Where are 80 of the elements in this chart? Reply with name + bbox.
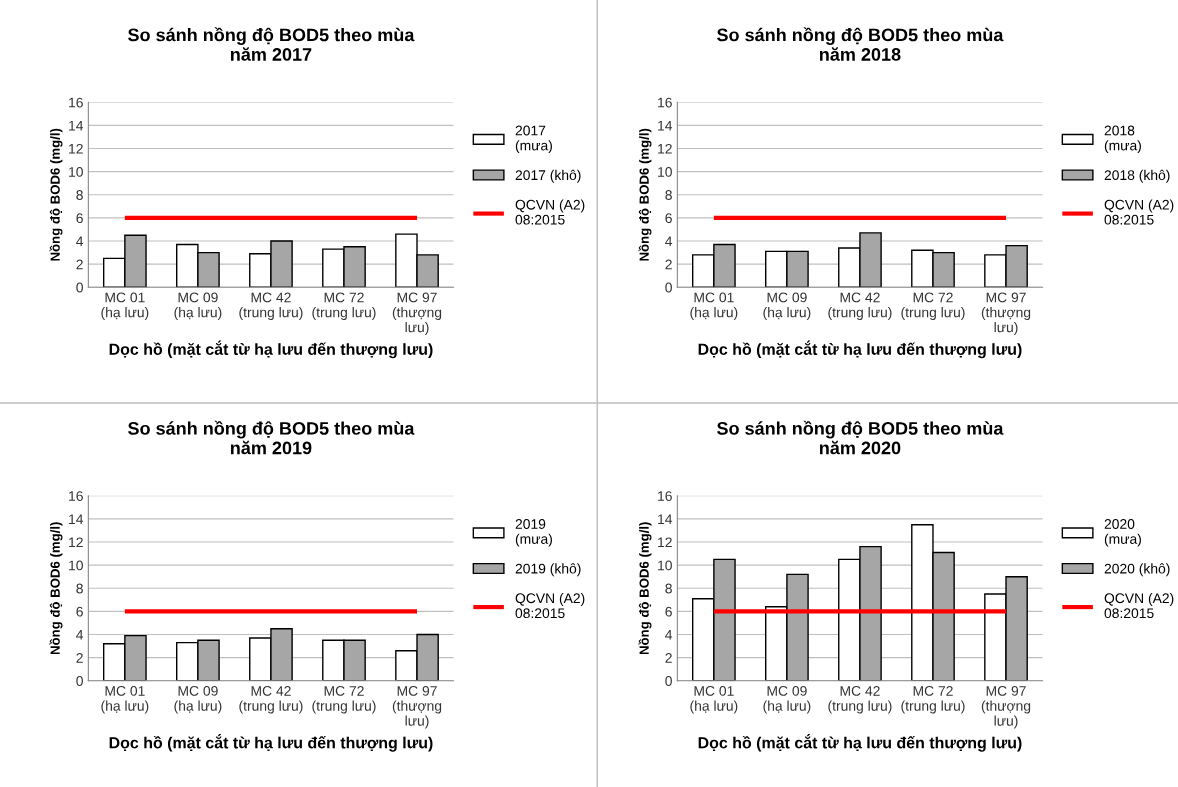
chart-title: So sánh nồng độ BOD5 theo mùa năm 2017 <box>128 27 415 61</box>
y-tick-label: 8 <box>665 190 672 200</box>
legend-label: QCVN (A2) 08:2015 <box>1104 592 1174 619</box>
y-tick-label: 6 <box>665 606 672 617</box>
legend-label: 2020 (mưa) <box>1104 519 1141 547</box>
x-tick-label: MC 09 (hạ lưu) <box>763 292 811 321</box>
y-axis-title: Nồng độ BOD6 (mg/l) <box>638 522 652 655</box>
x-tick-label: MC 01 (hạ lưu) <box>101 292 149 321</box>
y-tick-label: 12 <box>69 537 83 548</box>
y-tick-label: 4 <box>665 630 673 640</box>
y-tick-label: 8 <box>76 583 83 594</box>
chart-title: So sánh nồng độ BOD5 theo mùa năm 2019 <box>128 420 415 455</box>
y-tick-label: 14 <box>69 120 84 131</box>
x-tick-label: MC 72 (trung lưu) <box>312 685 376 714</box>
y-tick-label: 12 <box>69 143 83 154</box>
y-axis-title: Nồng độ BOD6 (mg/l) <box>638 128 652 261</box>
x-tick-label: MC 09 (hạ lưu) <box>174 685 222 714</box>
y-tick-label: 14 <box>658 120 673 131</box>
x-tick-label: MC 09 (hạ lưu) <box>763 685 811 714</box>
y-tick-label: 2 <box>76 259 83 270</box>
y-tick-label: 4 <box>76 236 84 247</box>
x-axis-title: Dọc hồ (mặt cắt từ hạ lưu đến thượng lưu) <box>698 734 1022 752</box>
x-tick-label: MC 01 (hạ lưu) <box>690 292 738 321</box>
y-axis-title: Nồng độ BOD6 (mg/l) <box>49 128 63 261</box>
y-tick-label: 8 <box>665 583 672 594</box>
x-tick-label: MC 97 (thượng lưu) <box>392 685 442 729</box>
y-tick-label: 4 <box>76 630 84 640</box>
x-axis-title: Dọc hồ (mặt cắt từ hạ lưu đến thượng lưu) <box>109 734 433 752</box>
legend-label: 2017 (khô) <box>515 169 581 183</box>
y-axis-title: Nồng độ BOD6 (mg/l) <box>49 522 63 655</box>
legend-label: 2017 (mưa) <box>515 125 552 154</box>
y-tick-label: 2 <box>665 652 672 663</box>
legend-label: 2019 (mưa) <box>515 519 552 547</box>
x-tick-label: MC 01 (hạ lưu) <box>690 685 738 714</box>
legend-label: QCVN (A2) 08:2015 <box>515 199 585 225</box>
legend-label: 2019 (khô) <box>515 563 581 577</box>
x-tick-label: MC 42 (trung lưu) <box>239 292 303 321</box>
y-tick-label: 14 <box>658 514 673 524</box>
y-tick-label: 10 <box>69 560 83 571</box>
legend-label: 2020 (khô) <box>1104 563 1170 577</box>
y-tick-label: 2 <box>665 259 672 270</box>
y-tick-label: 6 <box>665 213 672 224</box>
chart-title: So sánh nồng độ BOD5 theo mùa năm 2020 <box>717 420 1004 455</box>
y-tick-label: 16 <box>69 97 83 108</box>
x-tick-label: MC 97 (thượng lưu) <box>981 292 1031 335</box>
legend-label: QCVN (A2) 08:2015 <box>515 592 585 619</box>
y-tick-label: 12 <box>658 537 672 548</box>
x-tick-label: MC 72 (trung lưu) <box>901 292 965 321</box>
y-tick-label: 0 <box>76 676 83 686</box>
x-axis-title: Dọc hồ (mặt cắt từ hạ lưu đến thượng lưu) <box>109 340 433 359</box>
x-axis-title: Dọc hồ (mặt cắt từ hạ lưu đến thượng lưu) <box>698 340 1022 359</box>
y-tick-label: 12 <box>658 143 672 154</box>
y-tick-label: 14 <box>69 514 84 524</box>
y-tick-label: 10 <box>658 167 672 177</box>
y-tick-label: 6 <box>76 606 83 617</box>
y-tick-label: 16 <box>69 491 83 501</box>
x-tick-label: MC 42 (trung lưu) <box>239 685 303 714</box>
y-tick-label: 10 <box>69 167 83 177</box>
legend-label: QCVN (A2) 08:2015 <box>1104 199 1174 225</box>
chart-title: So sánh nồng độ BOD5 theo mùa năm 2018 <box>717 27 1004 61</box>
x-tick-label: MC 72 (trung lưu) <box>312 292 376 321</box>
legend-label: 2018 (khô) <box>1104 169 1170 183</box>
x-tick-label: MC 42 (trung lưu) <box>828 292 892 321</box>
y-tick-label: 0 <box>665 282 672 293</box>
legend-label: 2018 (mưa) <box>1104 125 1141 154</box>
y-tick-label: 0 <box>665 676 672 686</box>
y-tick-label: 6 <box>76 213 83 224</box>
x-tick-label: MC 42 (trung lưu) <box>828 685 892 714</box>
x-tick-label: MC 97 (thượng lưu) <box>392 292 442 335</box>
y-tick-label: 4 <box>665 236 673 247</box>
y-tick-label: 8 <box>76 190 83 200</box>
x-tick-label: MC 97 (thượng lưu) <box>981 685 1031 729</box>
y-tick-label: 16 <box>658 97 672 108</box>
y-tick-label: 10 <box>658 560 672 571</box>
x-tick-label: MC 72 (trung lưu) <box>901 685 965 714</box>
y-tick-label: 0 <box>76 282 83 293</box>
y-tick-label: 2 <box>76 652 83 663</box>
y-tick-label: 16 <box>658 491 672 501</box>
x-tick-label: MC 01 (hạ lưu) <box>101 685 149 714</box>
x-tick-label: MC 09 (hạ lưu) <box>174 292 222 321</box>
